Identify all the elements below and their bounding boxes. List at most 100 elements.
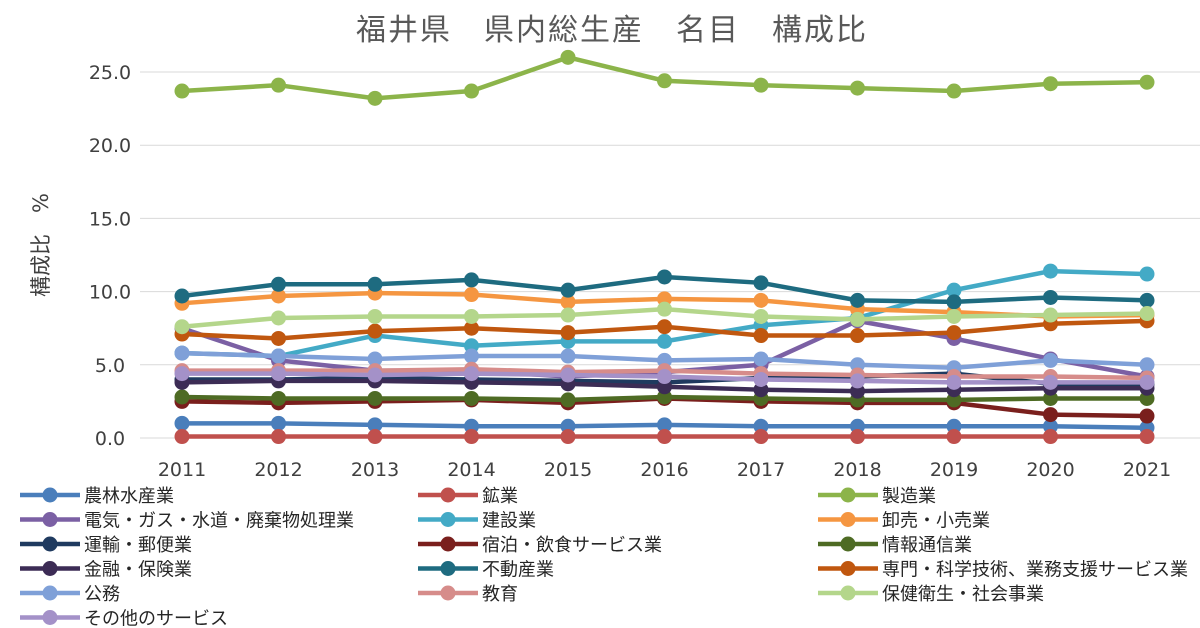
legend-item: 製造業 [818, 486, 936, 507]
data-point [367, 390, 383, 406]
data-point [271, 366, 286, 382]
legend-item: 建設業 [418, 511, 536, 532]
data-point [946, 418, 962, 434]
legend-item: 専門・科学技術、業務支援サービス業 [818, 560, 1188, 581]
legend-item: 運輸・郵便業 [20, 535, 192, 556]
legend-item: 卸売・小売業 [818, 511, 990, 532]
data-point [1139, 390, 1155, 406]
data-point [464, 338, 479, 354]
legend-marker [440, 536, 456, 552]
legend-marker [42, 487, 58, 503]
legend-marker [42, 610, 58, 625]
data-point [464, 390, 479, 406]
legend-label: 保健衛生・社会事業 [882, 584, 1044, 605]
x-tick-label: 2017 [737, 459, 785, 481]
data-point [560, 49, 576, 65]
data-point [1139, 357, 1155, 373]
data-point [464, 272, 479, 288]
data-point [657, 301, 672, 317]
data-point [1043, 407, 1058, 423]
data-point [753, 77, 769, 93]
y-tick-label: 15.0 [89, 208, 131, 230]
data-point [946, 282, 962, 298]
data-point [174, 389, 190, 405]
data-point [657, 389, 672, 405]
y-tick-label: 20.0 [89, 135, 131, 157]
data-point [850, 328, 865, 344]
legend-label: 金融・保険業 [84, 560, 192, 581]
legend-item: 公務 [20, 584, 120, 605]
data-point [753, 382, 769, 398]
data-point [560, 282, 576, 298]
y-tick-label: 25.0 [89, 62, 131, 84]
data-point [753, 429, 769, 445]
data-point [271, 390, 286, 406]
data-point [657, 369, 672, 385]
data-point [850, 373, 865, 389]
series-12 [174, 313, 1155, 346]
data-point [657, 73, 672, 89]
data-point [367, 90, 383, 106]
x-tick-label: 2018 [833, 459, 881, 481]
legend-label: 建設業 [482, 511, 536, 532]
data-point [271, 288, 286, 304]
legend-item: 鉱業 [418, 486, 518, 507]
data-point [850, 311, 865, 327]
legend-label: 専門・科学技術、業務支援サービス業 [882, 560, 1188, 581]
data-point [657, 352, 672, 368]
data-point [1043, 418, 1058, 434]
data-point [753, 371, 769, 387]
data-point [657, 319, 672, 335]
data-point [174, 429, 190, 445]
data-point [946, 83, 962, 99]
data-point [1139, 266, 1155, 282]
legend-label: 農林水産業 [84, 486, 174, 507]
legend-item: 不動産業 [418, 560, 554, 581]
data-point [271, 348, 286, 364]
data-point [657, 291, 672, 307]
chart-title: 福井県 県内総生産 名目 構成比 [356, 13, 868, 48]
data-point [271, 77, 286, 93]
data-point [1043, 76, 1058, 92]
data-point [1043, 289, 1058, 305]
data-point [753, 275, 769, 291]
series-1 [174, 415, 1155, 436]
data-point [367, 367, 383, 383]
legend-marker [840, 585, 856, 601]
legend-label: 製造業 [882, 486, 936, 507]
data-point [1139, 429, 1155, 445]
y-tick-label: 5.0 [95, 355, 125, 377]
series-11 [174, 269, 1155, 310]
legend-label: 電気・ガス・水道・廃棄物処理業 [84, 511, 354, 532]
data-point [850, 429, 865, 445]
legend-item: 情報通信業 [818, 535, 972, 556]
data-point [367, 429, 383, 445]
legend-label: 卸売・小売業 [882, 511, 990, 532]
x-tick-label: 2011 [158, 459, 206, 481]
data-point [657, 429, 672, 445]
y-tick-label: 0.0 [95, 428, 125, 450]
x-tick-label: 2020 [1026, 459, 1074, 481]
data-point [174, 366, 190, 382]
legend-label: 教育 [482, 584, 518, 605]
legend-label: 宿泊・飲食サービス業 [482, 535, 662, 556]
data-point [850, 292, 865, 308]
data-point [464, 429, 479, 445]
series-9 [174, 389, 1155, 408]
series-16 [174, 366, 1155, 390]
data-point [560, 294, 576, 310]
legend-item: その他のサービス [20, 609, 228, 628]
data-point [560, 429, 576, 445]
data-point [1139, 292, 1155, 308]
data-point [560, 307, 576, 323]
data-point [464, 83, 479, 99]
legend-item: 農林水産業 [20, 486, 174, 507]
legend-marker [840, 536, 856, 552]
data-point [174, 345, 190, 361]
data-point [271, 310, 286, 326]
data-point [657, 333, 672, 349]
data-point [464, 366, 479, 382]
legend-label: 不動産業 [482, 560, 554, 581]
